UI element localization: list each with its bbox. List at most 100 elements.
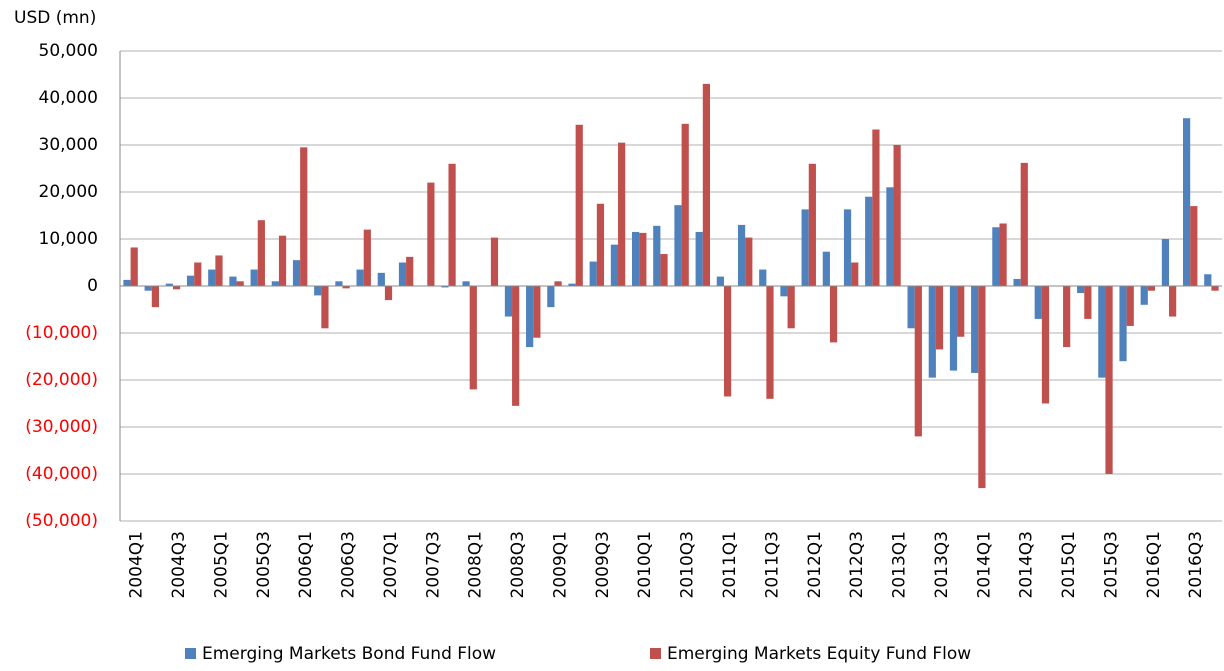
bar (271, 281, 279, 286)
bar (1204, 274, 1212, 286)
bar (999, 223, 1007, 286)
x-tick-label: 2005Q1 (211, 531, 231, 598)
bar (632, 231, 640, 286)
x-tick-label: 2004Q3 (169, 531, 189, 598)
bar (575, 124, 583, 286)
y-tick-label: 10,000 (39, 229, 98, 249)
bar (610, 244, 619, 286)
bar (872, 129, 880, 286)
x-tick-label: 2007Q3 (423, 531, 443, 598)
x-tick-label: 2005Q3 (254, 531, 274, 598)
bar (314, 286, 322, 296)
y-tick-label: (40,000) (25, 464, 98, 484)
bar (1183, 118, 1191, 287)
bar (342, 286, 350, 289)
bar (589, 261, 597, 286)
bar (554, 281, 562, 286)
x-tick-label: 2016Q3 (1186, 531, 1206, 598)
legend-label: Emerging Markets Equity Fund Flow (667, 644, 971, 664)
bar (907, 286, 915, 329)
bar (787, 286, 795, 329)
x-tick-label: 2009Q3 (593, 531, 613, 598)
bar (1105, 286, 1113, 474)
bar (681, 123, 689, 286)
bar (639, 232, 647, 286)
bar (695, 231, 703, 286)
bar (1169, 286, 1177, 317)
bar (356, 269, 364, 286)
bar (843, 209, 852, 286)
bar (1161, 239, 1170, 286)
x-tick-label: 2008Q3 (508, 531, 528, 598)
bar (172, 286, 181, 290)
bar (469, 286, 477, 390)
bar (130, 247, 138, 286)
bar (151, 286, 159, 308)
x-tick-label: 2013Q3 (932, 531, 952, 598)
x-tick-label: 2014Q1 (974, 531, 994, 598)
bar (441, 286, 449, 288)
x-tick-label: 2012Q3 (847, 531, 867, 598)
x-tick-label: 2011Q1 (720, 531, 740, 598)
bar (448, 163, 456, 286)
bar (851, 262, 859, 286)
bar (674, 205, 682, 286)
x-tick-label: 2010Q1 (635, 531, 655, 598)
y-tick-label: (30,000) (25, 417, 98, 437)
bar (971, 286, 979, 373)
bar (236, 281, 244, 286)
bar (377, 272, 385, 286)
x-tick-label: 2015Q3 (1101, 531, 1121, 598)
x-tick-label: 2016Q1 (1144, 531, 1164, 598)
bar (533, 286, 541, 338)
bar (398, 262, 407, 286)
bar (1147, 286, 1156, 291)
y-tick-label: (10,000) (25, 323, 98, 343)
bar (215, 255, 223, 286)
bar (229, 276, 237, 286)
bar (1034, 286, 1042, 319)
bar (363, 229, 371, 286)
x-tick-label: 2008Q1 (466, 531, 486, 598)
bar (1041, 286, 1050, 404)
x-tick-label: 2014Q3 (1017, 531, 1037, 598)
bar (716, 276, 724, 286)
bar (186, 275, 195, 286)
bar (737, 224, 746, 286)
bar (547, 286, 555, 308)
bar (780, 286, 788, 297)
bar (427, 182, 435, 286)
y-tick-label: 0 (87, 276, 98, 296)
bar (822, 251, 830, 286)
bar (1077, 286, 1085, 294)
bar (935, 286, 944, 350)
bar (766, 286, 774, 399)
y-tick-label: 30,000 (39, 135, 98, 155)
bar (653, 225, 661, 286)
bar (1140, 286, 1148, 305)
x-tick-label: 2009Q1 (550, 531, 570, 598)
bar (321, 286, 329, 329)
bar (928, 286, 936, 378)
bar (490, 237, 499, 286)
bar (384, 286, 393, 301)
bar (992, 227, 1000, 286)
y-tick-label: (50,000) (25, 511, 98, 531)
y-tick-label: (20,000) (25, 370, 98, 390)
bar (300, 147, 308, 286)
bar (144, 286, 152, 291)
bar (1211, 286, 1219, 291)
legend-swatch (185, 648, 196, 659)
legend-swatch (650, 648, 661, 659)
bar (512, 286, 520, 406)
bar (1190, 206, 1198, 286)
bar (759, 269, 767, 286)
bar (702, 83, 710, 287)
y-tick-label: 50,000 (39, 41, 98, 61)
y-tick-label: 40,000 (39, 88, 98, 108)
bar (335, 281, 343, 286)
bar (723, 286, 732, 397)
bar (914, 286, 922, 437)
bar (194, 262, 202, 286)
x-tick-label: 2011Q3 (762, 531, 782, 598)
